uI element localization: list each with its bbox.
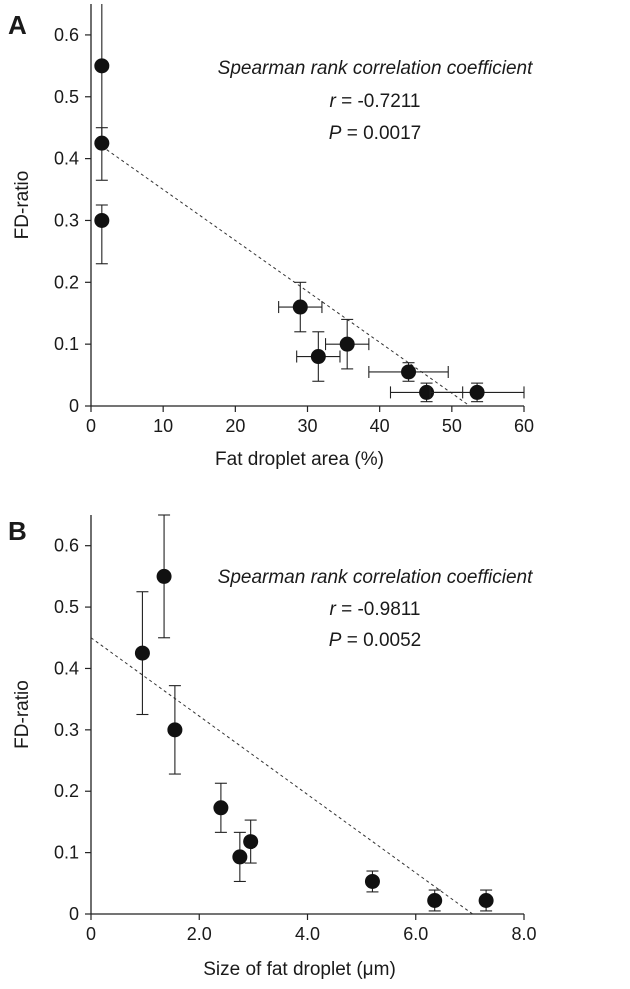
regression-line <box>90 637 473 915</box>
x-tick-label: 0 <box>86 924 96 944</box>
y-tick-label: 0.2 <box>54 272 79 292</box>
annotation-title: Spearman rank correlation coefficient <box>218 58 533 79</box>
data-marker <box>478 892 494 908</box>
data-point <box>296 331 341 382</box>
data-point <box>94 127 110 181</box>
data-point <box>167 685 183 775</box>
data-point <box>94 4 110 147</box>
data-point <box>232 831 248 883</box>
x-tick-label: 10 <box>153 416 173 436</box>
data-point <box>156 514 172 639</box>
x-tick-label: 8.0 <box>511 924 536 944</box>
data-marker <box>156 568 172 584</box>
data-marker <box>232 849 248 865</box>
data-point <box>364 870 380 893</box>
x-axis-label-unit: μm <box>363 959 390 980</box>
annotation-r-symbol: r <box>329 599 336 620</box>
panel-a: A 0 0.1 0.2 0.3 0.4 0.5 0.6 0 10 20 30 40 50 60 FD-rati… <box>8 4 534 470</box>
annotation-p-value: = 0.0017 <box>341 123 421 144</box>
y-tick-label: 0.1 <box>54 843 79 863</box>
regression-line <box>101 145 471 407</box>
y-axis-label: FD-ratio <box>12 680 33 749</box>
data-marker <box>94 58 110 74</box>
annotation-r: r = -0.9811 <box>329 599 420 620</box>
x-tick-label: 2.0 <box>187 924 212 944</box>
data-marker <box>401 364 417 380</box>
data-marker <box>339 336 355 352</box>
y-tick-label: 0.4 <box>54 658 79 678</box>
x-tick-label: 60 <box>514 416 534 436</box>
x-axis-label-close: ) <box>389 959 395 980</box>
data-point <box>324 318 370 370</box>
y-tick-label: 0.1 <box>54 334 79 354</box>
x-tick-label: 30 <box>297 416 317 436</box>
y-tick-label: 0.6 <box>54 25 79 45</box>
data-marker <box>134 645 150 661</box>
x-axis-label-text: Size of fat droplet ( <box>203 959 363 980</box>
y-tick-label: 0.3 <box>54 210 79 230</box>
x-tick-label: 50 <box>442 416 462 436</box>
data-point <box>427 889 443 912</box>
data-marker <box>427 892 443 908</box>
y-tick-label: 0.5 <box>54 597 79 617</box>
data-point <box>278 281 323 333</box>
annotation-p-symbol: P <box>329 123 342 144</box>
annotation-r: r = -0.7211 <box>329 91 420 112</box>
data-marker <box>167 722 183 738</box>
annotation-r-value: = -0.9811 <box>336 599 421 620</box>
data-marker <box>469 384 485 400</box>
annotation-p: P = 0.0017 <box>329 123 421 144</box>
data-point <box>478 889 494 912</box>
y-tick-label: 0.5 <box>54 87 79 107</box>
data-point <box>134 591 150 716</box>
y-tick-label: 0.3 <box>54 720 79 740</box>
y-axis-label: FD-ratio <box>12 171 33 240</box>
panel-letter: B <box>8 516 27 546</box>
data-point <box>429 382 525 403</box>
data-marker <box>213 800 229 816</box>
x-tick-label: 40 <box>370 416 390 436</box>
annotation-title: Spearman rank correlation coefficient <box>218 567 533 588</box>
data-marker <box>243 834 259 850</box>
data-marker <box>364 873 380 889</box>
x-tick-label: 4.0 <box>295 924 320 944</box>
y-tick-label: 0 <box>69 396 79 416</box>
x-axis-label: Size of fat droplet (μm) <box>203 959 396 980</box>
data-marker <box>94 135 110 151</box>
panel-b: B 0 0.1 0.2 0.3 0.4 0.5 0.6 0 2.0 4.0 6.0 8.0 FD-rati… <box>8 514 537 980</box>
data-marker <box>310 349 326 365</box>
y-tick-label: 0.6 <box>54 536 79 556</box>
data-point <box>368 362 449 382</box>
data-marker <box>94 212 110 228</box>
data-point <box>213 782 229 833</box>
x-axis-label: Fat droplet area (%) <box>215 449 384 470</box>
panel-letter: A <box>8 10 27 40</box>
annotation-p-value: = 0.0052 <box>341 630 421 651</box>
data-point <box>94 204 110 265</box>
x-tick-label: 20 <box>225 416 245 436</box>
annotation-r-value: = -0.7211 <box>336 91 421 112</box>
data-marker <box>292 299 308 315</box>
annotation-r-symbol: r <box>329 91 336 112</box>
y-tick-label: 0.2 <box>54 781 79 801</box>
y-tick-label: 0 <box>69 904 79 924</box>
x-tick-label: 0 <box>86 416 96 436</box>
y-tick-label: 0.4 <box>54 149 79 169</box>
x-tick-label: 6.0 <box>403 924 428 944</box>
annotation-p: P = 0.0052 <box>329 630 421 651</box>
data-point <box>243 819 259 864</box>
annotation-p-symbol: P <box>329 630 342 651</box>
